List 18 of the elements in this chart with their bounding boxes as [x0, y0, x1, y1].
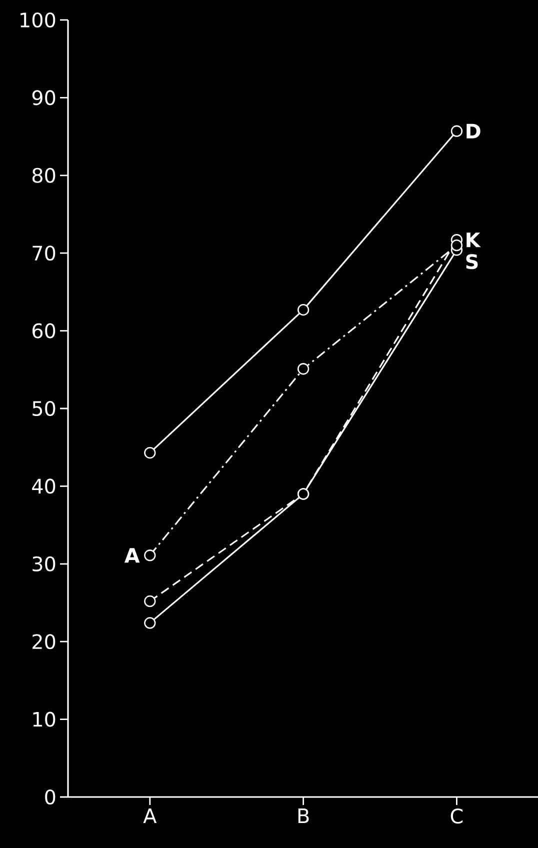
series-label: K [466, 232, 481, 248]
y-tick-label: 100 [20, 12, 56, 28]
x-tick-label: B [298, 808, 309, 824]
y-tick-label: 30 [32, 556, 56, 572]
y-tick-label: 80 [32, 168, 56, 183]
x-tick-label: C [450, 808, 463, 824]
series-label: D [466, 124, 480, 138]
series-label: S [466, 254, 478, 270]
series-label: A [124, 548, 140, 563]
y-tick-label: 20 [32, 634, 56, 650]
x-tick-label: A [143, 808, 157, 824]
y-tick-label: 40 [32, 478, 56, 494]
y-tick-label: 70 [32, 246, 56, 261]
y-tick-label: 10 [33, 712, 56, 727]
y-tick-label: 0 [45, 789, 56, 805]
y-tick-label: 50 [32, 400, 56, 416]
y-tick-label: 60 [32, 323, 56, 338]
y-tick-label: 90 [32, 90, 56, 106]
